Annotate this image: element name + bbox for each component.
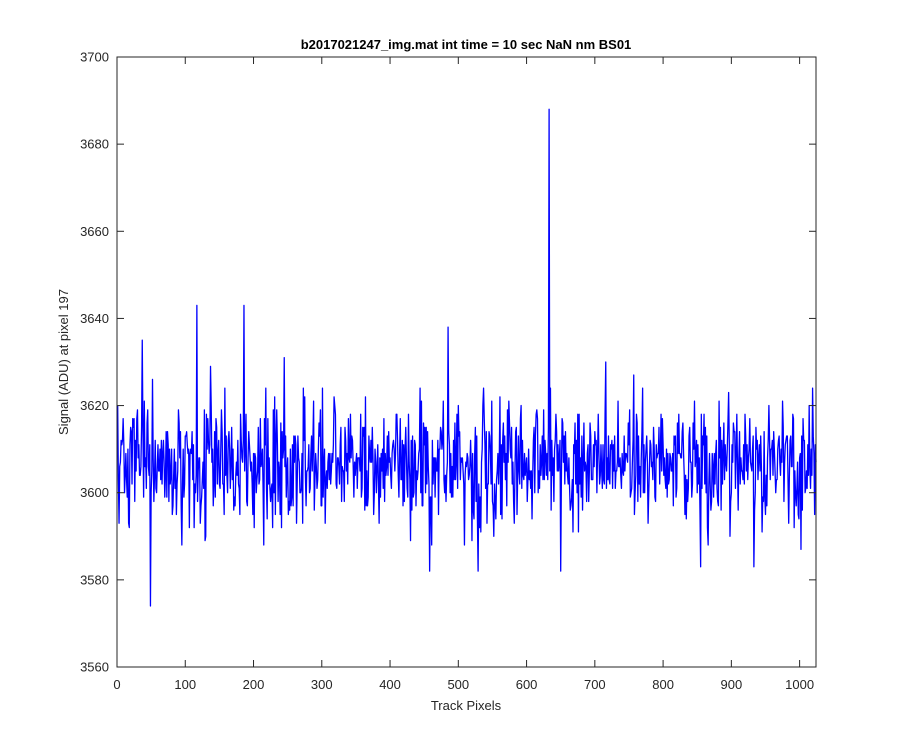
y-tick-label: 3620: [80, 398, 109, 413]
axes-layer: 0 100 200 300 400 500 600 700 800 900 1000 3560 3580…: [80, 50, 817, 692]
x-tick-label: 600: [516, 677, 538, 692]
axes-box: [116, 56, 817, 668]
x-tick-label: 700: [584, 677, 606, 692]
y-tick-label: 3700: [80, 50, 109, 65]
y-tick-label: 3640: [80, 311, 109, 326]
series-layer: [117, 108, 817, 607]
x-tick-label: 900: [721, 677, 743, 692]
x-axis-label: Track Pixels: [431, 698, 502, 713]
series-line: [117, 108, 817, 607]
y-tick-label: 3680: [80, 137, 109, 152]
x-tick-label: 300: [311, 677, 333, 692]
y-tick-label: 3580: [80, 572, 109, 587]
x-tick-label: 100: [174, 677, 196, 692]
plot-background: [117, 57, 816, 667]
x-tick-label: 0: [113, 677, 120, 692]
y-tick-label: 3600: [80, 485, 109, 500]
x-tick-label: 200: [243, 677, 265, 692]
x-tick-label: 500: [447, 677, 469, 692]
x-tick-label: 400: [379, 677, 401, 692]
y-tick-label: 3660: [80, 224, 109, 239]
chart-title: b2017021247_img.mat int time = 10 sec Na…: [301, 37, 632, 52]
x-tick-label: 1000: [785, 677, 814, 692]
y-tick-label: 3560: [80, 660, 109, 675]
x-tick-label: 800: [652, 677, 674, 692]
y-axis-label: Signal (ADU) at pixel 197: [56, 289, 71, 435]
